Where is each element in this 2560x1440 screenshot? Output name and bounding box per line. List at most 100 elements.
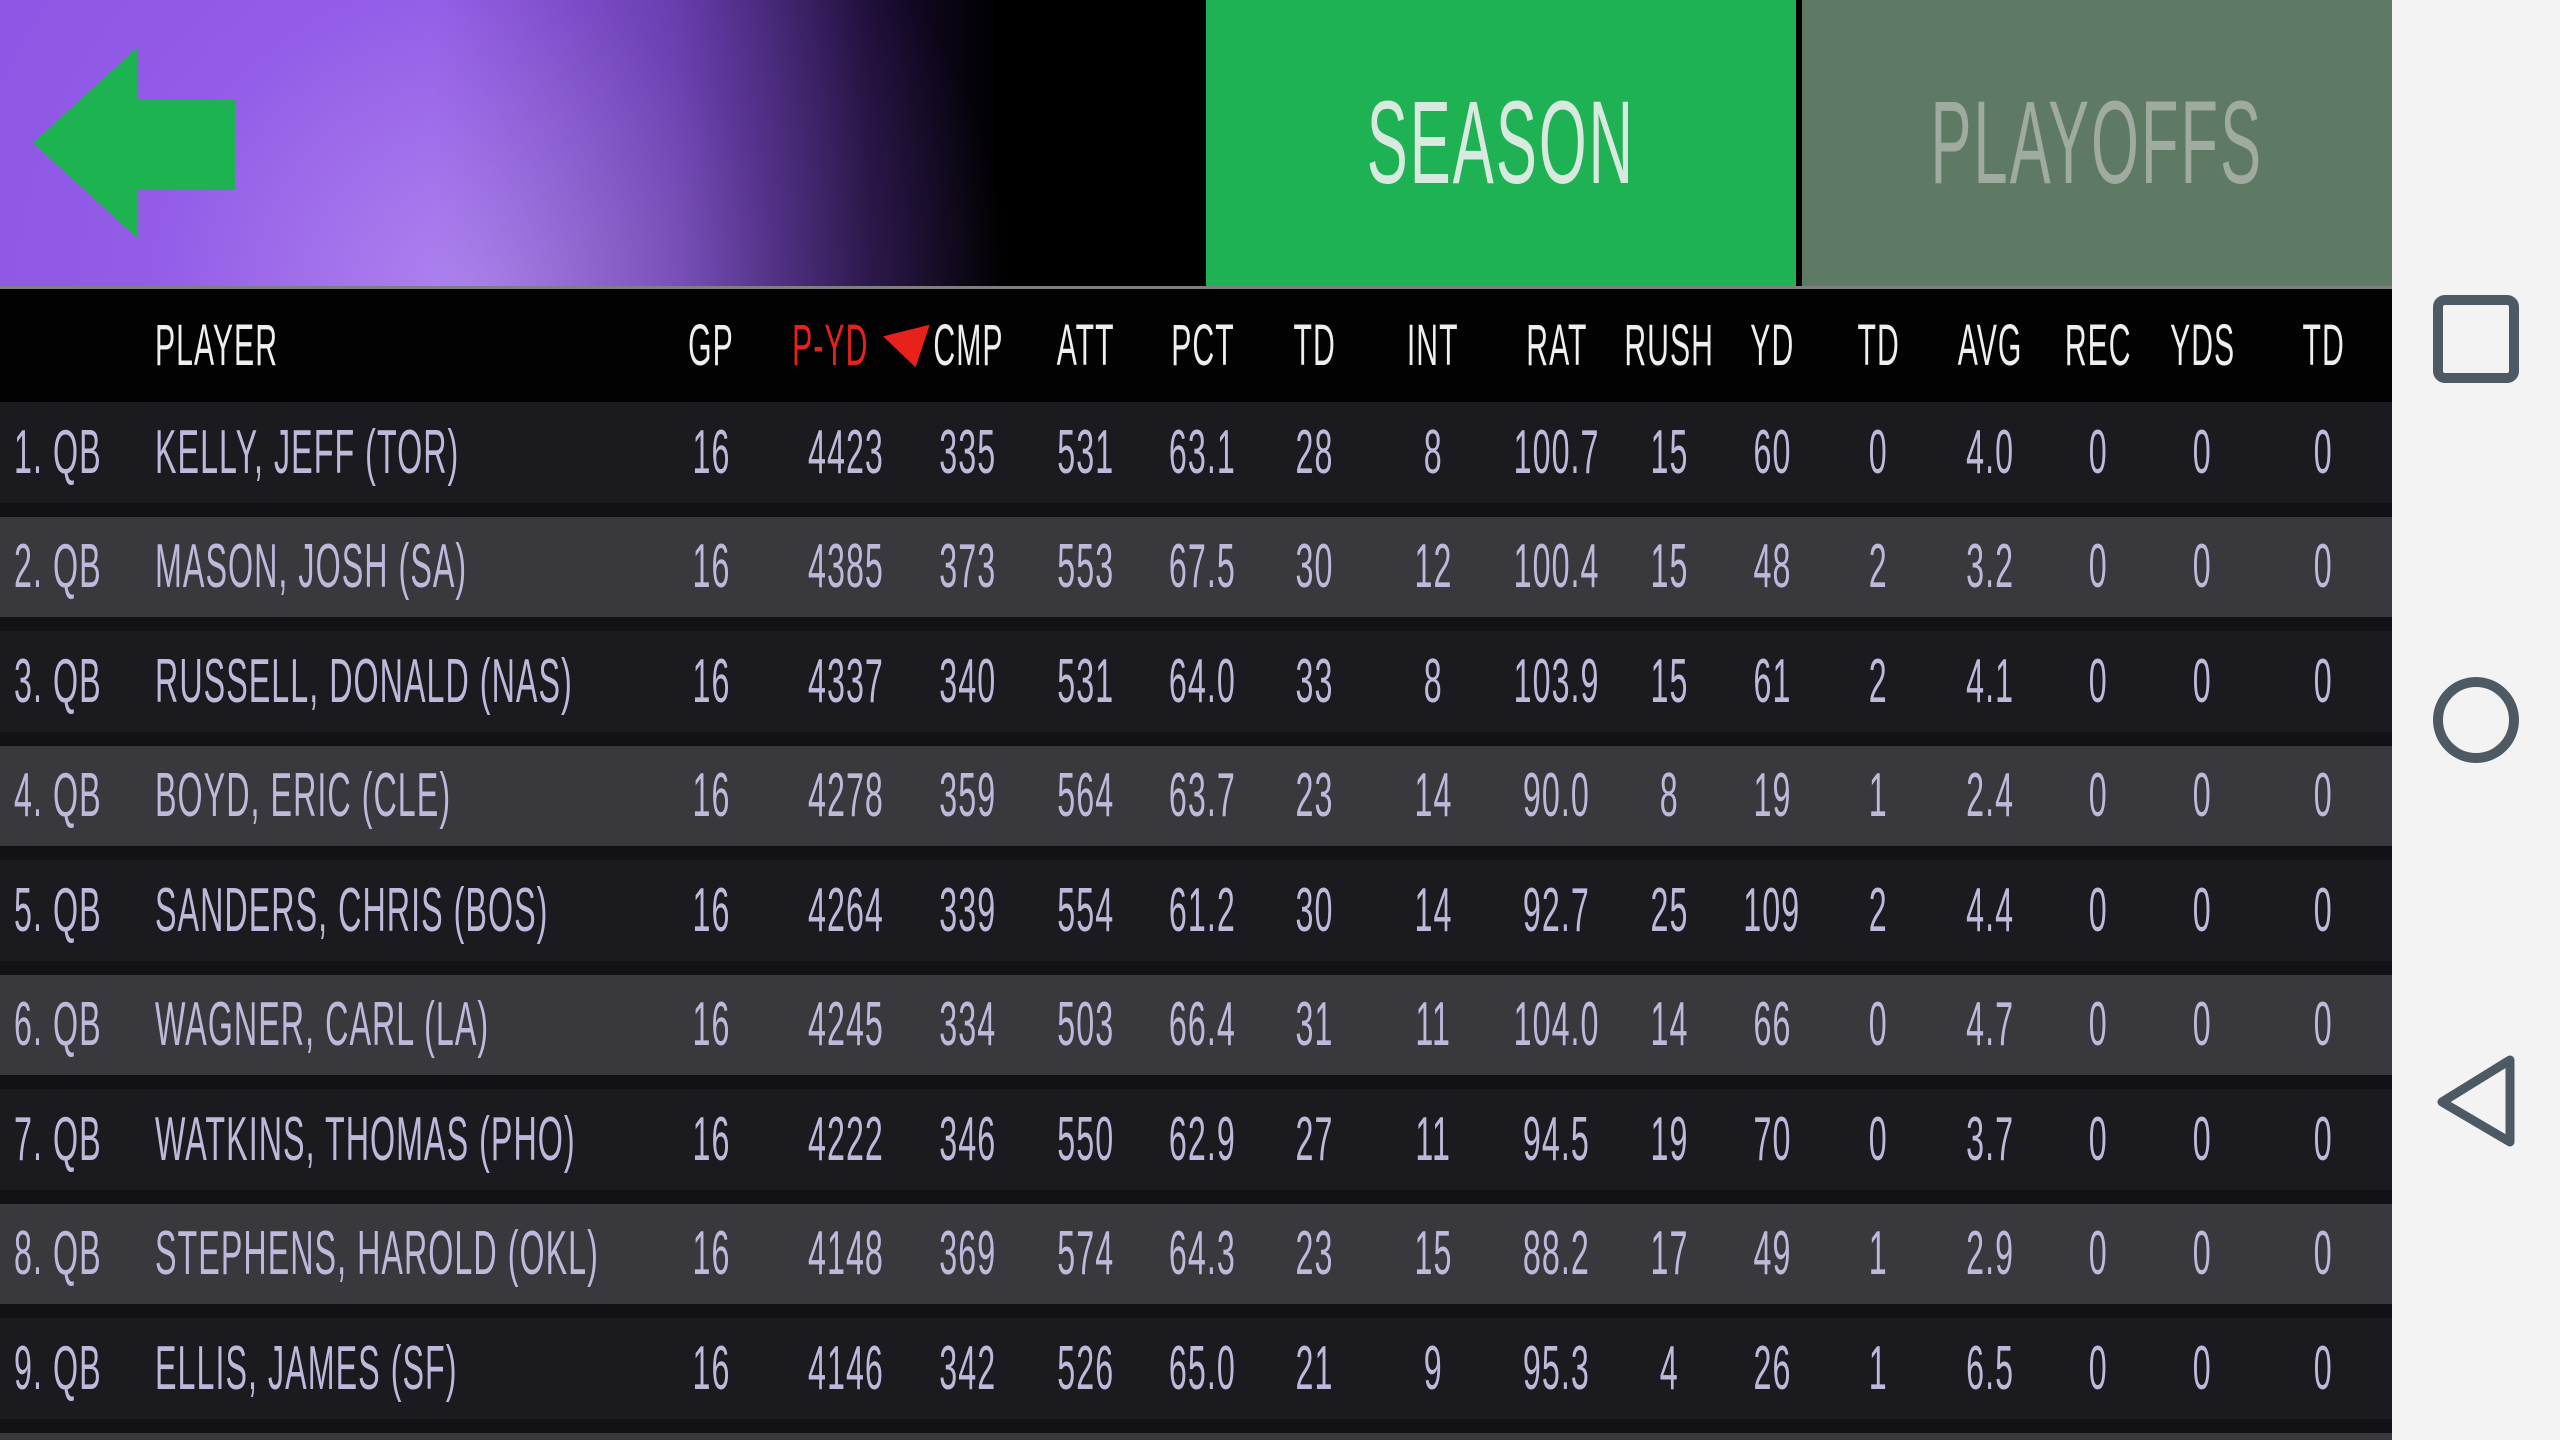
table-row[interactable]: 5. QB SANDERS, CHRIS (BOS) 16 4264 339 554 61.… xyxy=(0,860,2392,975)
table-body: 1. QB KELLY, JEFF (TOR) 16 4423 335 531 63.1 28… xyxy=(0,402,2392,1433)
cell-yds: 0 xyxy=(2193,1219,2212,1289)
column-header-gp[interactable]: GP xyxy=(688,313,734,378)
cell-td: 30 xyxy=(1295,875,1334,945)
column-header-td3[interactable]: TD xyxy=(2302,313,2345,378)
cell-rec: 0 xyxy=(2088,532,2108,602)
cell-int: 15 xyxy=(1414,1219,1452,1289)
cell-pct: 63.7 xyxy=(1169,761,1236,831)
cell-rank: 2. QB xyxy=(14,532,102,602)
column-header-yd[interactable]: YD xyxy=(1750,313,1794,378)
cell-td: 23 xyxy=(1295,761,1334,831)
cell-avg: 3.2 xyxy=(1966,532,2015,602)
cell-player: STEPHENS, HAROLD (OKL) xyxy=(155,1219,599,1289)
cell-cmp: 342 xyxy=(939,1333,997,1403)
cell-rush: 15 xyxy=(1650,646,1689,716)
cell-rat: 94.5 xyxy=(1523,1104,1590,1174)
column-header-pct[interactable]: PCT xyxy=(1170,313,1235,378)
cell-yds: 0 xyxy=(2193,990,2212,1060)
app-header: SEASON PLAYOFFS xyxy=(0,0,2392,286)
android-navbar xyxy=(2392,0,2560,1440)
cell-rush: 15 xyxy=(1650,532,1689,602)
column-header-rush[interactable]: RUSH xyxy=(1624,313,1715,378)
cell-rat: 100.7 xyxy=(1513,417,1600,487)
header-divider xyxy=(0,286,2392,289)
cell-yd: 48 xyxy=(1753,532,1791,602)
table-row[interactable]: 9. QB ELLIS, JAMES (SF) 16 4146 342 526 65.0 21… xyxy=(0,1318,2392,1433)
column-header-player[interactable]: PLAYER xyxy=(155,313,279,378)
cell-pyd: 4146 xyxy=(808,1333,884,1403)
column-header-cmp[interactable]: CMP xyxy=(932,313,1004,378)
cell-rec: 0 xyxy=(2088,990,2108,1060)
back-button[interactable] xyxy=(33,48,235,237)
cell-rank: 1. QB xyxy=(14,417,102,487)
cell-avg: 2.4 xyxy=(1966,761,2015,831)
cell-yd: 19 xyxy=(1753,761,1791,831)
cell-gp: 16 xyxy=(692,1333,730,1403)
recents-button[interactable] xyxy=(2433,295,2519,383)
cell-pct: 61.2 xyxy=(1169,875,1236,945)
table-row[interactable]: 8. QB STEPHENS, HAROLD (OKL) 16 4148 369 574 6… xyxy=(0,1203,2392,1318)
table-row[interactable]: 3. QB RUSSELL, DONALD (NAS) 16 4337 340 531 64… xyxy=(0,631,2392,746)
column-header-rat[interactable]: RAT xyxy=(1525,313,1588,378)
cell-yd: 49 xyxy=(1753,1219,1791,1289)
cell-td2: 0 xyxy=(1869,990,1888,1060)
cell-td: 23 xyxy=(1295,1219,1334,1289)
column-header-rec[interactable]: REC xyxy=(2064,313,2132,378)
table-row[interactable]: 4. QB BOYD, ERIC (CLE) 16 4278 359 564 63.7 23 1… xyxy=(0,745,2392,860)
cell-int: 12 xyxy=(1414,532,1452,602)
cell-rat: 88.2 xyxy=(1523,1219,1590,1289)
cell-pct: 65.0 xyxy=(1169,1333,1236,1403)
cell-cmp: 339 xyxy=(939,875,997,945)
column-header-avg[interactable]: AVG xyxy=(1958,313,2023,378)
table-row[interactable]: 7. QB WATKINS, THOMAS (PHO) 16 4222 346 550 62… xyxy=(0,1089,2392,1204)
cell-avg: 6.5 xyxy=(1966,1333,2015,1403)
cell-pyd: 4337 xyxy=(808,646,884,716)
cell-cmp: 369 xyxy=(939,1219,997,1289)
table-row[interactable]: 1. QB KELLY, JEFF (TOR) 16 4423 335 531 63.1 28… xyxy=(0,402,2392,517)
cell-att: 503 xyxy=(1057,990,1115,1060)
cell-player: RUSSELL, DONALD (NAS) xyxy=(155,646,573,716)
cell-pyd: 4245 xyxy=(808,990,884,1060)
cell-td2: 0 xyxy=(1869,417,1888,487)
cell-player: WATKINS, THOMAS (PHO) xyxy=(155,1104,576,1174)
cell-rat: 103.9 xyxy=(1513,646,1600,716)
cell-rank: 4. QB xyxy=(14,761,102,831)
back-nav-button[interactable] xyxy=(2436,1052,2516,1148)
cell-avg: 2.9 xyxy=(1966,1219,2015,1289)
cell-pct: 63.1 xyxy=(1169,417,1236,487)
cell-avg: 4.7 xyxy=(1966,990,2015,1060)
cell-yd: 70 xyxy=(1753,1104,1791,1174)
tab-season[interactable]: SEASON xyxy=(1206,0,1796,286)
cell-rec: 0 xyxy=(2088,1333,2108,1403)
cell-td2: 2 xyxy=(1869,646,1888,716)
cell-td: 27 xyxy=(1295,1104,1334,1174)
cell-player: KELLY, JEFF (TOR) xyxy=(155,417,460,487)
cell-att: 526 xyxy=(1057,1333,1115,1403)
tab-playoffs[interactable]: PLAYOFFS xyxy=(1802,0,2392,286)
cell-pyd: 4148 xyxy=(808,1219,884,1289)
column-header-att[interactable]: ATT xyxy=(1057,313,1115,378)
cell-cmp: 373 xyxy=(939,532,997,602)
column-header-yds[interactable]: YDS xyxy=(2169,313,2236,378)
column-header-td[interactable]: TD xyxy=(1293,313,1336,378)
cell-td3: 0 xyxy=(2314,532,2333,602)
table-row[interactable]: 2. QB MASON, JOSH (SA) 16 4385 373 553 67.5 30 1… xyxy=(0,516,2392,631)
column-header-pyd[interactable]: P-YD xyxy=(782,312,940,379)
cell-att: 531 xyxy=(1057,646,1115,716)
cell-rank: 7. QB xyxy=(14,1104,102,1174)
cell-rank: 5. QB xyxy=(14,875,102,945)
cell-rec: 0 xyxy=(2088,1219,2108,1289)
cell-rush: 17 xyxy=(1650,1219,1689,1289)
left-arrow-icon xyxy=(33,48,235,237)
cell-rat: 100.4 xyxy=(1513,532,1600,602)
cell-td: 33 xyxy=(1295,646,1334,716)
column-header-td2[interactable]: TD xyxy=(1857,313,1900,378)
cell-yds: 0 xyxy=(2193,646,2212,716)
cell-yds: 0 xyxy=(2193,1333,2212,1403)
cell-rat: 95.3 xyxy=(1523,1333,1590,1403)
column-header-int[interactable]: INT xyxy=(1407,313,1459,378)
table-row[interactable]: 6. QB WAGNER, CARL (LA) 16 4245 334 503 66.4 31… xyxy=(0,974,2392,1089)
home-button[interactable] xyxy=(2433,677,2519,763)
cell-pyd: 4264 xyxy=(808,875,884,945)
